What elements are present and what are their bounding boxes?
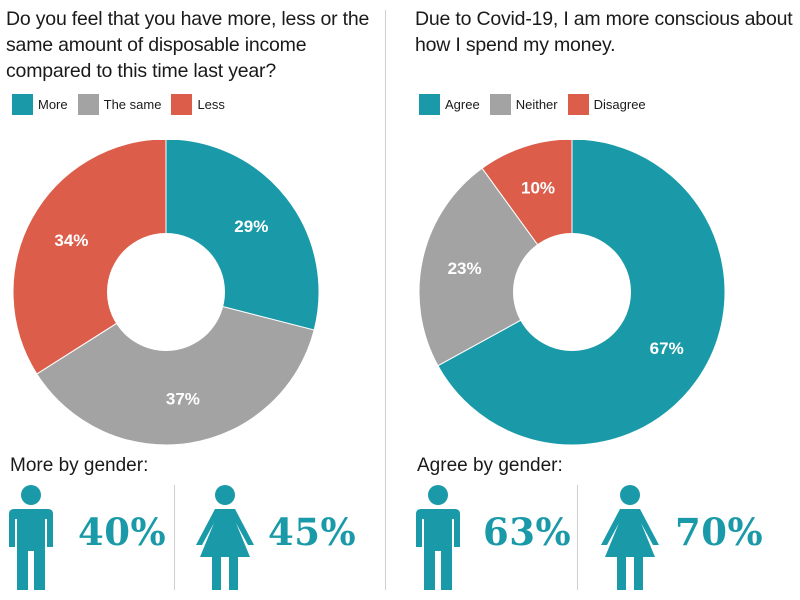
chart-title: Due to Covid-19, I am more conscious abo… [415,8,793,56]
female-person-icon [601,485,659,590]
slice-value-label: 10% [521,178,555,197]
chart-legend: More The same Less [12,94,235,115]
legend-swatch [171,94,193,115]
gender-divider [174,485,175,590]
legend-label: Disagree [593,97,646,112]
gender-title: More by gender: [10,455,149,476]
donut-slice-neither [418,167,573,367]
donut-hole [107,233,225,351]
legend-swatch [12,94,33,115]
legend-swatch [77,94,99,115]
legend-label: Less [197,97,225,112]
gender-divider [577,485,578,590]
income-donut-chart: 29% 37% 34% [12,140,320,446]
female-person-icon [196,485,254,590]
legend-label: The same [103,97,162,112]
legend-swatch [489,94,511,115]
income-panel: Do you feel that you have more, less or … [0,0,385,600]
legend-label: More [38,97,68,112]
legend-label: Agree [445,97,480,112]
legend-item-neither: Neither [489,94,558,115]
male-person-icon [9,485,53,590]
male-person-icon [416,485,460,590]
slice-value-label: 67% [650,339,684,358]
panel-divider [385,10,386,590]
male-percentage: 63% [483,510,572,554]
covid-donut-chart: 67% 23% 10% [418,140,726,446]
legend-label: Neither [515,97,558,112]
male-percentage: 40% [78,510,167,554]
legend-item-disagree: Disagree [567,94,646,115]
slice-value-label: 29% [234,217,268,236]
slice-value-label: 23% [448,259,482,278]
legend-swatch [419,94,440,115]
legend-swatch [567,94,589,115]
legend-item-same: The same [77,94,162,115]
gender-title: Agree by gender: [417,455,563,476]
female-percentage: 70% [675,510,764,554]
legend-item-more: More [12,94,68,115]
slice-value-label: 37% [166,390,200,409]
legend-item-less: Less [171,94,225,115]
donut-hole [513,233,631,351]
female-percentage: 45% [268,510,357,554]
slice-value-label: 34% [54,231,88,250]
chart-legend: Agree Neither Disagree [419,94,656,115]
legend-item-agree: Agree [419,94,480,115]
chart-title: Do you feel that you have more, less or … [6,8,370,82]
covid-panel: Due to Covid-19, I am more conscious abo… [387,0,800,600]
